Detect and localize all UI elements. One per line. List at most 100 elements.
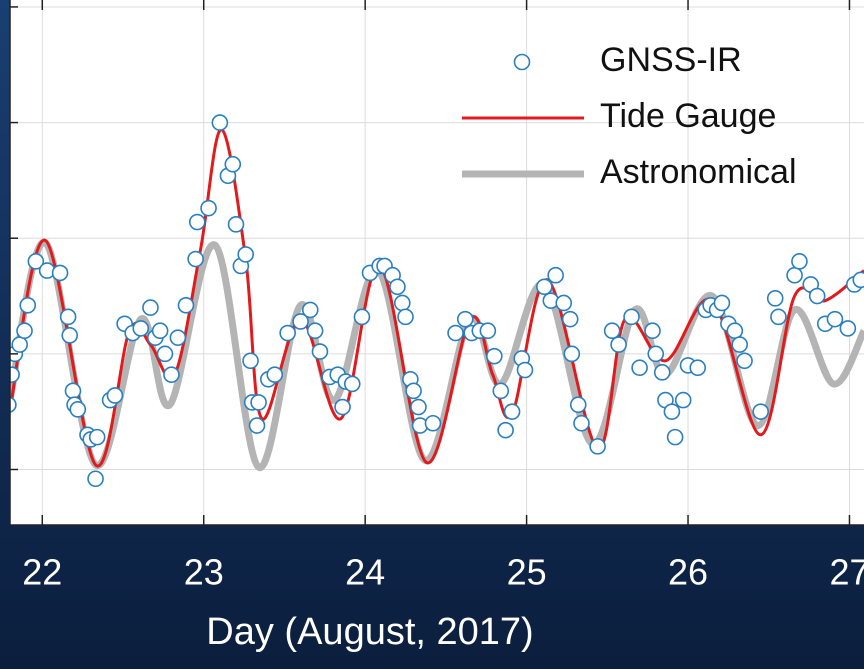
data-point xyxy=(393,294,411,312)
data-point xyxy=(69,401,87,418)
data-point xyxy=(142,299,159,316)
data-point xyxy=(674,391,692,409)
data-point xyxy=(497,421,514,439)
data-point xyxy=(713,294,731,312)
data-point xyxy=(516,361,534,379)
data-point xyxy=(839,320,857,337)
data-point xyxy=(187,250,204,268)
data-point xyxy=(248,417,266,434)
data-point xyxy=(573,414,590,432)
data-point xyxy=(752,403,769,420)
data-point xyxy=(786,266,803,284)
data-point xyxy=(447,324,464,342)
data-point xyxy=(177,296,195,314)
data-point xyxy=(589,438,606,455)
data-point xyxy=(663,403,681,420)
legend-label: Tide Gauge xyxy=(600,97,776,135)
data-point xyxy=(51,264,69,282)
data-point xyxy=(736,352,753,370)
data-point xyxy=(188,213,206,231)
data-point xyxy=(791,253,808,270)
data-point xyxy=(224,155,242,173)
data-point xyxy=(610,336,627,353)
data-point xyxy=(852,271,864,289)
data-point xyxy=(826,310,844,328)
data-point xyxy=(503,403,521,420)
data-point xyxy=(88,428,106,446)
data-point xyxy=(808,287,826,305)
data-point xyxy=(27,253,45,270)
data-point xyxy=(311,343,329,360)
data-point xyxy=(536,278,553,296)
data-point xyxy=(334,398,351,416)
data-point xyxy=(492,382,510,400)
data-point xyxy=(631,359,648,377)
data-point xyxy=(424,414,442,432)
data-point xyxy=(250,394,267,411)
data-point xyxy=(547,266,564,284)
data-point xyxy=(16,322,33,340)
data-point xyxy=(731,336,748,353)
data-point xyxy=(163,366,180,383)
data-point xyxy=(227,216,245,233)
data-point xyxy=(389,278,406,296)
data-point xyxy=(242,352,259,370)
legend: GNSS-IR Tide Gauge Astronomical xyxy=(462,41,797,191)
data-point xyxy=(653,364,671,381)
x-tick-label: 25 xyxy=(507,552,547,593)
data-point xyxy=(770,308,787,326)
data-point xyxy=(200,199,217,217)
data-point xyxy=(169,329,187,346)
x-axis-label: Day (August, 2017) xyxy=(206,611,533,653)
data-point xyxy=(61,327,79,344)
data-point xyxy=(647,345,665,363)
data-point xyxy=(306,322,324,340)
data-point xyxy=(19,296,37,314)
data-point xyxy=(766,290,784,307)
data-point xyxy=(456,310,474,328)
data-point xyxy=(279,324,296,342)
data-point xyxy=(479,322,497,340)
data-point xyxy=(301,301,319,319)
data-point xyxy=(156,345,174,363)
data-point xyxy=(563,345,581,363)
x-tick-label: 26 xyxy=(668,552,708,593)
data-point xyxy=(726,322,744,340)
marks xyxy=(10,114,864,488)
data-point xyxy=(561,310,579,328)
data-point xyxy=(151,322,169,340)
data-point xyxy=(689,359,707,377)
data-point xyxy=(666,428,684,446)
x-tick-label: 23 xyxy=(184,552,224,593)
data-point xyxy=(266,366,284,383)
legend-marker xyxy=(513,53,531,71)
data-point xyxy=(64,382,82,400)
data-point xyxy=(343,375,361,393)
x-tick-label: 24 xyxy=(345,552,385,593)
data-point xyxy=(292,313,309,330)
data-point xyxy=(87,470,104,488)
data-point xyxy=(623,308,640,326)
data-point xyxy=(397,308,414,326)
data-point xyxy=(486,347,503,365)
data-point xyxy=(10,366,20,383)
x-tick-label: 22 xyxy=(22,552,62,593)
data-point xyxy=(211,114,229,131)
legend-label: Astronomical xyxy=(600,153,797,191)
data-point xyxy=(353,308,371,326)
axes: 22 23 24 25 26 27 xyxy=(9,0,864,593)
data-point xyxy=(59,308,77,326)
data-point xyxy=(555,294,573,312)
data-point xyxy=(237,246,254,263)
data-point xyxy=(106,387,124,404)
data-point xyxy=(569,396,587,414)
data-point xyxy=(405,382,422,400)
data-point xyxy=(644,322,661,340)
data-point xyxy=(603,322,621,340)
data-point xyxy=(132,320,150,337)
data-point xyxy=(410,398,427,416)
legend-label: GNSS-IR xyxy=(600,41,742,79)
data-point xyxy=(11,336,28,353)
